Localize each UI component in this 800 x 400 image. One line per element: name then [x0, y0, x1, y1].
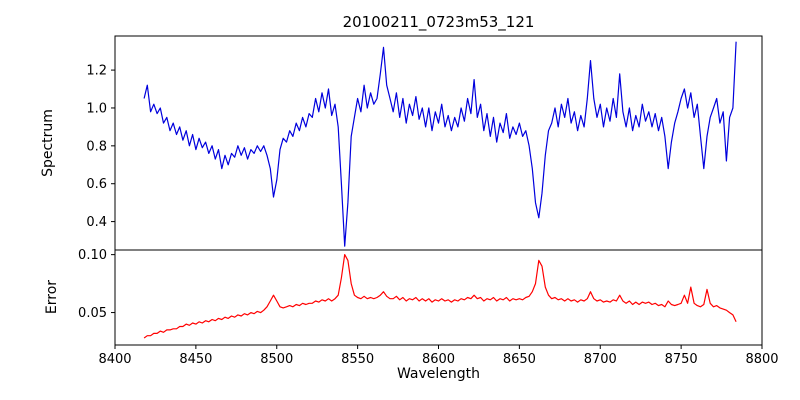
spectrum-y-tick-label: 0.6	[86, 177, 107, 192]
x-tick-label: 8600	[422, 352, 455, 367]
error-y-axis-label: Error	[44, 279, 60, 315]
x-axis-label: Wavelength	[396, 366, 481, 382]
x-tick-label: 8650	[503, 352, 536, 367]
spectrum-y-axis-label: Spectrum	[40, 109, 56, 177]
spectrum-line	[143, 41, 737, 247]
spectrum-y-tick-label: 0.8	[86, 139, 107, 154]
x-tick-label: 8400	[98, 352, 131, 367]
error-panel-border	[114, 249, 763, 346]
spectrum-panel-border	[114, 35, 763, 251]
x-tick-label: 8500	[260, 352, 293, 367]
spectrum-y-tick-label: 0.4	[86, 215, 107, 230]
plot-title: 20100211_0723m53_121	[342, 13, 535, 31]
x-tick-label: 8450	[179, 352, 212, 367]
x-tick-label: 8700	[584, 352, 617, 367]
spectrum-y-tick-label: 1.2	[86, 64, 107, 79]
spectrum-y-tick-label: 1.0	[86, 101, 107, 116]
x-tick-label: 8750	[665, 352, 698, 367]
error-line	[143, 254, 737, 339]
x-tick-label: 8800	[745, 352, 778, 367]
error-y-tick-label: 0.10	[78, 248, 107, 263]
x-tick-label: 8550	[341, 352, 374, 367]
error-y-tick-label: 0.05	[78, 306, 107, 321]
